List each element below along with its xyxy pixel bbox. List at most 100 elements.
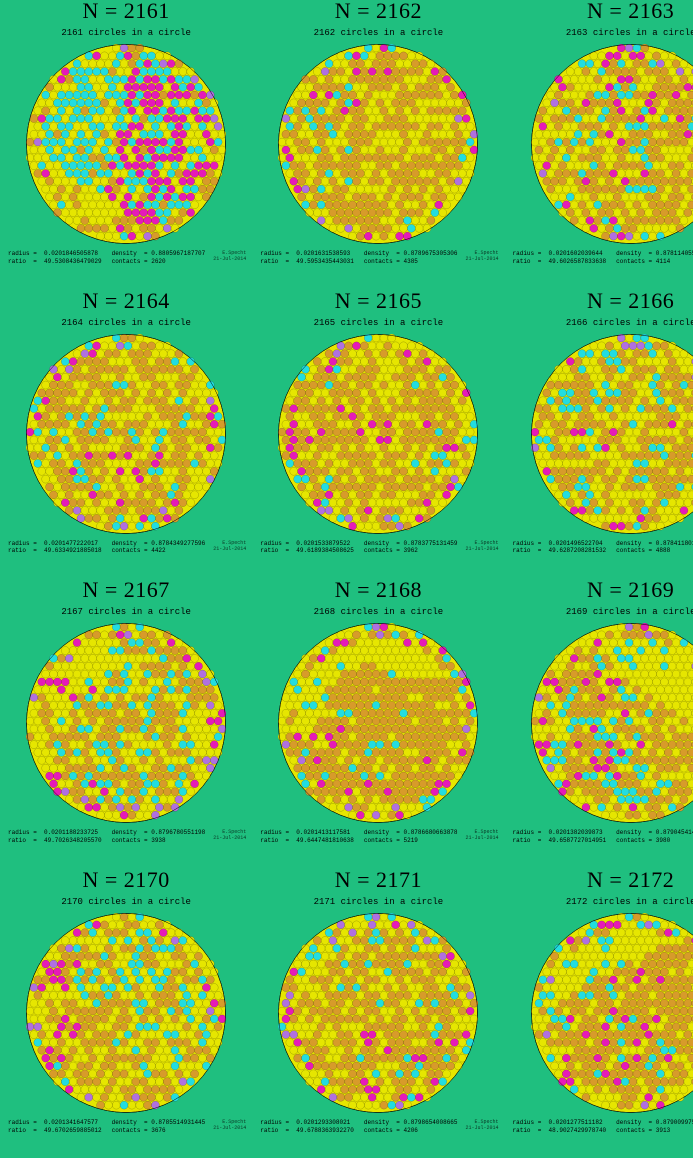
packing-cell: N = 2166 2166 circles in a circle radius =… [505, 290, 693, 580]
meta-left: radius = 0.0201413117581 ratio = 49.6447… [258, 829, 356, 845]
credit-text: E.Specht 21-Jul-2014 [213, 250, 246, 262]
cell-subtitle: 2161 circles in a circle [6, 28, 246, 38]
meta-left: radius = 0.0201533879522 ratio = 49.6189… [258, 540, 356, 556]
circle-packing-diagram [278, 623, 478, 823]
packing-cell: N = 2163 2163 circles in a circle radius =… [505, 0, 693, 290]
packing-cell: N = 2167 2167 circles in a circle radius =… [0, 579, 252, 869]
meta-left: radius = 0.0201602039644 ratio = 49.6026… [511, 250, 609, 266]
meta-right: density = 0.8796780551198 contacts = 393… [110, 829, 208, 845]
cell-subtitle: 2171 circles in a circle [258, 897, 498, 907]
packing-cell: N = 2168 2168 circles in a circle radius =… [252, 579, 504, 869]
cell-subtitle: 2168 circles in a circle [258, 607, 498, 617]
cell-title: N = 2161 [6, 0, 246, 24]
packing-cell: N = 21722172 circles in a circleradius =… [505, 869, 693, 1158]
cell-title: N = 2167 [6, 577, 246, 603]
meta-right: density = 0.8790454141172 contacts = 398… [614, 829, 693, 845]
packing-cell: N = 2171 2171 circles in a circle radius =… [252, 869, 504, 1158]
circle-packing-diagram [26, 334, 226, 534]
cell-meta: radius = 0.0201293308021 ratio = 49.6788… [258, 1119, 498, 1135]
cell-meta: radius = 0.0201496522704 ratio = 49.6287… [511, 540, 693, 556]
cell-meta: radius = 0.0201341647577 ratio = 49.6702… [6, 1119, 246, 1135]
circle-packing-diagram [26, 623, 226, 823]
diagram-wrap [531, 913, 693, 1113]
cell-title: N = 2166 [511, 288, 693, 314]
diagram-wrap [278, 623, 478, 823]
meta-right: density = 0.8805967187707 contacts = 262… [110, 250, 208, 266]
cell-meta: radius = 0.0201188233725 ratio = 49.7026… [6, 829, 246, 845]
diagram-wrap [278, 44, 478, 244]
packing-cell: N = 2164 2164 circles in a circle radius =… [0, 290, 252, 580]
packing-grid: N = 2161 2161 circles in a circle radius =… [0, 0, 693, 1158]
cell-meta: radius = 0.0201477222017 ratio = 49.6334… [6, 540, 246, 556]
credit-text: E.Specht 21-Jul-2014 [466, 250, 499, 262]
meta-right: density = 0.8798654008665 contacts = 420… [362, 1119, 460, 1135]
diagram-wrap [531, 623, 693, 823]
cell-subtitle: 2169 circles in a circle [511, 607, 693, 617]
circle-packing-diagram [531, 623, 693, 823]
meta-right: density = 0.8790099752815 contacts = 391… [614, 1119, 693, 1135]
packing-cell: N = 2162 2162 circles in a circle radius =… [252, 0, 504, 290]
credit-text: E.Specht 21-Jul-2014 [213, 829, 246, 841]
meta-right: density = 0.8783775131459 contacts = 396… [362, 540, 460, 556]
meta-right: density = 0.8785514931445 contacts = 367… [110, 1119, 208, 1135]
diagram-wrap [26, 44, 226, 244]
cell-meta: radius = 0.0201631538593 ratio = 49.5953… [258, 250, 498, 266]
circle-packing-diagram [278, 334, 478, 534]
cell-meta: radius = 0.0201602039644 ratio = 49.6026… [511, 250, 693, 266]
cell-subtitle: 2167 circles in a circle [6, 607, 246, 617]
cell-title: N = 2172 [511, 867, 693, 893]
cell-meta: radius = 0.0201413117581 ratio = 49.6447… [258, 829, 498, 845]
packing-cell: N = 2169 2169 circles in a circle radius =… [505, 579, 693, 869]
meta-left: radius = 0.0201293308021 ratio = 49.6788… [258, 1119, 356, 1135]
circle-packing-diagram [531, 334, 693, 534]
cell-meta: radius = 0.0201382039873 ratio = 49.6587… [511, 829, 693, 845]
packing-cell: N = 2161 2161 circles in a circle radius =… [0, 0, 252, 290]
credit-text: E.Specht 21-Jul-2014 [213, 540, 246, 552]
cell-title: N = 2164 [6, 288, 246, 314]
cell-title: N = 2168 [258, 577, 498, 603]
diagram-wrap [531, 44, 693, 244]
cell-meta: radius = 0.0201533879522 ratio = 49.6189… [258, 540, 498, 556]
meta-left: radius = 0.0201341647577 ratio = 49.6702… [6, 1119, 104, 1135]
meta-right: density = 0.8789675305306 contacts = 438… [362, 250, 460, 266]
packing-cell: N = 2165 2165 circles in a circle radius =… [252, 290, 504, 580]
circle-packing-diagram [531, 913, 693, 1113]
circle-packing-diagram [278, 44, 478, 244]
circle-packing-diagram [26, 913, 226, 1113]
cell-title: N = 2165 [258, 288, 498, 314]
credit-text: E.Specht 21-Jul-2014 [213, 1119, 246, 1131]
meta-right: density = 0.8784349277596 contacts = 442… [110, 540, 208, 556]
cell-subtitle: 2166 circles in a circle [511, 318, 693, 328]
circle-packing-diagram [278, 913, 478, 1113]
credit-text: E.Specht 21-Jul-2014 [466, 1119, 499, 1131]
meta-left: radius = 0.0201382039873 ratio = 49.6587… [511, 829, 609, 845]
diagram-wrap [278, 913, 478, 1113]
diagram-wrap [26, 334, 226, 534]
credit-text: E.Specht 21-Jul-2014 [466, 829, 499, 841]
cell-subtitle: 2163 circles in a circle [511, 28, 693, 38]
meta-left: radius = 0.0201477222017 ratio = 49.6334… [6, 540, 104, 556]
meta-left: radius = 0.0201277511182 ratio = 48.9027… [511, 1119, 609, 1135]
diagram-wrap [26, 913, 226, 1113]
cell-subtitle: 2164 circles in a circle [6, 318, 246, 328]
cell-meta: radius = 0.0201846505878 ratio = 49.5308… [6, 250, 246, 266]
cell-title: N = 2170 [6, 867, 246, 893]
meta-right: density = 0.8786680663878 contacts = 521… [362, 829, 460, 845]
cell-title: N = 2171 [258, 867, 498, 893]
meta-left: radius = 0.0201188233725 ratio = 49.7026… [6, 829, 104, 845]
cell-subtitle: 2162 circles in a circle [258, 28, 498, 38]
diagram-wrap [531, 334, 693, 534]
cell-title: N = 2162 [258, 0, 498, 24]
cell-title: N = 2169 [511, 577, 693, 603]
circle-packing-diagram [531, 44, 693, 244]
cell-subtitle: 2170 circles in a circle [6, 897, 246, 907]
credit-text: E.Specht 21-Jul-2014 [466, 540, 499, 552]
diagram-wrap [278, 334, 478, 534]
cell-subtitle: 2165 circles in a circle [258, 318, 498, 328]
meta-left: radius = 0.0201496522704 ratio = 49.6287… [511, 540, 609, 556]
cell-meta: radius = 0.0201277511182 ratio = 48.9027… [511, 1119, 693, 1135]
meta-left: radius = 0.0201846505878 ratio = 49.5308… [6, 250, 104, 266]
cell-title: N = 2163 [511, 0, 693, 24]
meta-left: radius = 0.0201631538593 ratio = 49.5953… [258, 250, 356, 266]
packing-cell: N = 2170 2170 circles in a circle radius =… [0, 869, 252, 1158]
